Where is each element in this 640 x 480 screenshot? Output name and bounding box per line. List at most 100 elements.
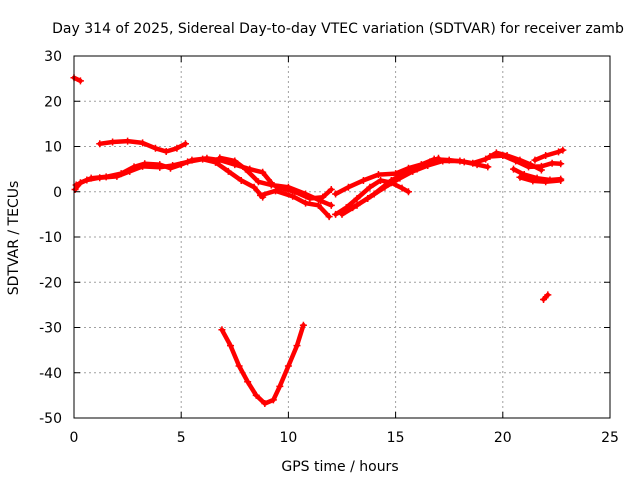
series-arc-mid-b	[257, 187, 333, 221]
data-point	[139, 139, 147, 147]
data-point	[124, 137, 132, 145]
data-point	[404, 164, 412, 172]
data-point	[338, 210, 346, 218]
data-point	[510, 165, 518, 173]
data-point	[212, 158, 220, 166]
data-point	[169, 162, 177, 170]
grid-lines	[74, 56, 610, 418]
x-tick-label: 25	[601, 430, 619, 446]
series-arc-mid-c	[274, 183, 335, 203]
data-point	[76, 77, 84, 85]
data-point	[96, 174, 104, 182]
data-point	[344, 183, 352, 191]
y-tick-label: -10	[39, 230, 62, 246]
data-point	[484, 163, 492, 171]
series-line	[219, 322, 306, 406]
data-point	[83, 176, 91, 184]
data-point	[512, 157, 520, 165]
data-point	[269, 396, 277, 404]
series-arc-main-left	[71, 154, 275, 193]
data-point	[257, 191, 265, 199]
axis-ticks: 0 5 10 15 20 25 -50 -40 -30 -20 -10 0 10 20 30	[39, 49, 619, 446]
chart-title: Day 314 of 2025, Sidereal Day-to-day VTE…	[52, 21, 624, 37]
data-point	[525, 163, 533, 171]
data-point	[184, 158, 192, 166]
data-point	[325, 213, 333, 221]
series-arc-main-left-b	[72, 155, 267, 201]
data-point	[244, 378, 252, 386]
series-line	[333, 156, 491, 197]
data-point	[327, 201, 335, 209]
x-tick-label: 10	[279, 430, 297, 446]
data-point	[259, 168, 267, 176]
data-point	[284, 362, 292, 370]
data-point	[516, 173, 524, 181]
data-point	[456, 157, 464, 165]
series-arc-right-h	[531, 146, 567, 164]
data-point	[381, 183, 389, 191]
data-point	[156, 163, 164, 171]
data-point	[237, 176, 245, 184]
y-tick-label: -30	[39, 321, 62, 337]
data-point	[542, 178, 550, 186]
series-line	[532, 147, 566, 163]
data-point	[327, 185, 335, 193]
data-point	[544, 291, 552, 299]
series-line	[333, 178, 411, 217]
data-point	[261, 400, 269, 408]
data-point	[529, 177, 537, 185]
data-point	[302, 199, 310, 207]
x-tick-label: 20	[494, 430, 512, 446]
data-point	[293, 342, 301, 350]
data-point	[469, 159, 477, 167]
data-point	[252, 391, 260, 399]
data-point	[542, 152, 550, 160]
data-point	[181, 140, 189, 148]
data-point	[486, 152, 494, 160]
y-axis-label: SDTVAR / TECUs	[6, 181, 22, 296]
x-tick-label: 0	[70, 430, 79, 446]
data-point	[392, 170, 400, 178]
data-point	[218, 326, 226, 334]
data-point	[557, 160, 565, 168]
x-axis-label: GPS time / hours	[281, 459, 398, 475]
data-point	[267, 181, 275, 189]
data-point	[224, 167, 232, 175]
data-point	[139, 162, 147, 170]
data-point	[482, 155, 490, 163]
data-point	[424, 162, 432, 170]
y-tick-label: 0	[53, 185, 62, 201]
data-point	[349, 204, 357, 212]
data-point	[377, 176, 385, 184]
data-point	[359, 176, 367, 184]
data-point	[409, 167, 417, 175]
data-point	[216, 154, 224, 162]
data-point	[374, 171, 382, 179]
data-point	[289, 192, 297, 200]
data-point	[306, 195, 314, 203]
data-point	[272, 187, 280, 195]
data-point	[555, 148, 563, 156]
series-arc-upper-left	[96, 137, 189, 155]
series-line	[517, 175, 563, 185]
data-point	[291, 188, 299, 196]
data-point	[151, 144, 159, 152]
data-point	[332, 190, 340, 198]
data-point	[439, 157, 447, 165]
series-arc-mid-a	[216, 154, 335, 209]
y-tick-label: 30	[44, 49, 62, 65]
data-point	[314, 201, 322, 209]
data-point	[404, 188, 412, 196]
y-tick-label: 20	[44, 94, 62, 110]
data-point	[299, 321, 307, 329]
data-point	[353, 195, 361, 203]
data-point	[274, 183, 282, 191]
y-tick-label: -20	[39, 275, 62, 291]
data-point	[235, 362, 243, 370]
data-point	[332, 210, 340, 218]
data-point	[227, 342, 235, 350]
y-tick-label: -40	[39, 366, 62, 382]
series-arc-right-e	[486, 152, 565, 171]
data-point	[231, 157, 239, 165]
